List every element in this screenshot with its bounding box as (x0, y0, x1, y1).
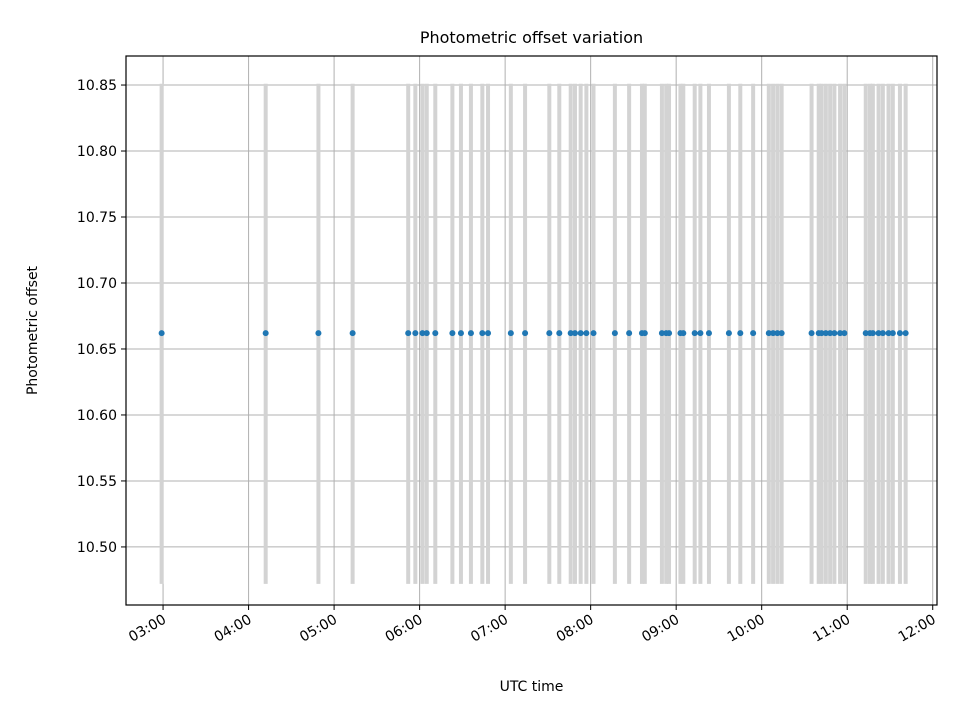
data-point (432, 330, 438, 336)
data-point (809, 330, 815, 336)
data-point (522, 330, 528, 336)
data-point (841, 330, 847, 336)
data-point (880, 330, 886, 336)
data-point (591, 330, 597, 336)
data-point (159, 330, 165, 336)
data-point (612, 330, 618, 336)
data-point (449, 330, 455, 336)
data-point (424, 330, 430, 336)
data-point (890, 330, 896, 336)
data-point (897, 330, 903, 336)
y-tick-label: 10.70 (77, 276, 117, 292)
data-point (692, 330, 698, 336)
data-point (468, 330, 474, 336)
data-point (578, 330, 584, 336)
photometric-offset-chart: 03:00 04:00 05:00 06:00 07:00 08:00 09:00 10:00… (0, 0, 960, 720)
data-point (666, 330, 672, 336)
chart-title: Photometric offset variation (420, 28, 643, 47)
data-point (572, 330, 578, 336)
data-point (458, 330, 464, 336)
data-point (779, 330, 785, 336)
y-tick-label: 10.55 (77, 474, 117, 490)
y-tick-label: 10.65 (77, 342, 117, 358)
data-point (706, 330, 712, 336)
data-point (350, 330, 356, 336)
data-point (626, 330, 632, 336)
x-axis-label: UTC time (500, 679, 564, 695)
y-tick-label: 10.75 (77, 210, 117, 226)
data-point (405, 330, 411, 336)
data-point (412, 330, 418, 336)
data-point (263, 330, 269, 336)
data-point (479, 330, 485, 336)
data-point (726, 330, 732, 336)
y-tick-label: 10.50 (77, 540, 117, 556)
data-point (750, 330, 756, 336)
y-tick-label: 10.60 (77, 408, 117, 424)
figure-background (0, 0, 960, 720)
data-point (642, 330, 648, 336)
data-point (508, 330, 514, 336)
y-tick-label: 10.80 (77, 144, 117, 160)
data-point (903, 330, 909, 336)
data-point (831, 330, 837, 336)
data-point (870, 330, 876, 336)
data-point (697, 330, 703, 336)
y-tick-label: 10.85 (77, 78, 117, 94)
data-point (485, 330, 491, 336)
data-point (315, 330, 321, 336)
data-point (546, 330, 552, 336)
data-point (737, 330, 743, 336)
data-point (680, 330, 686, 336)
data-point (556, 330, 562, 336)
y-axis-label: Photometric offset (25, 265, 41, 395)
data-point (583, 330, 589, 336)
